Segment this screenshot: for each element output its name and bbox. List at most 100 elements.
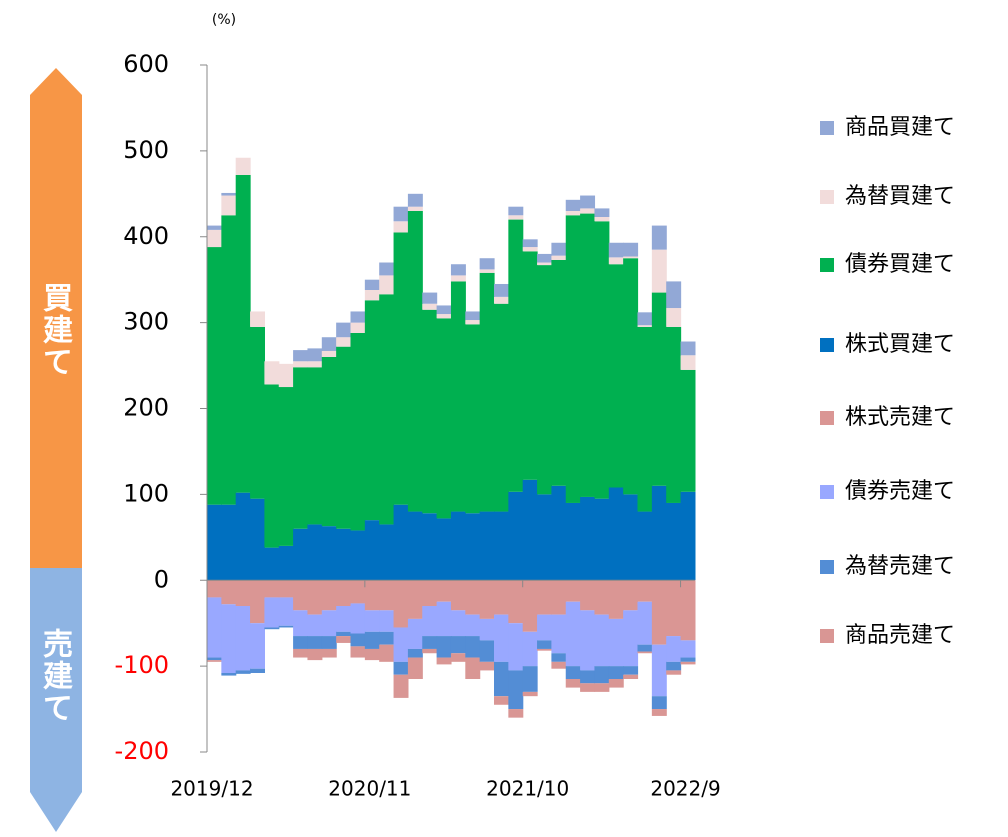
bar-segment [264,384,280,548]
bar-segment [680,661,696,665]
bar-segment [307,614,323,637]
bar-segment [235,606,251,671]
bar-segment [293,528,309,581]
bar-segment [436,318,452,519]
bar-segment [321,610,337,637]
bar-segment [594,216,610,222]
bar-segment [580,195,596,209]
bar-segment [350,332,366,531]
bar-segment [235,670,251,674]
bar-segment [651,696,667,710]
bar-segment [608,264,624,488]
bar-segment [407,511,423,581]
bar-segment [207,660,222,662]
bar-segment [235,580,251,607]
bar-segment [336,631,352,637]
x-tick-label: 2020/11 [328,777,411,801]
bar-segment [307,648,323,661]
bar-segment [465,324,481,514]
y-tick-label: -100 [115,651,169,679]
legend-label: 商品買建て [845,115,955,140]
bar-segment [221,504,237,581]
bar-segment [594,221,610,499]
legend-swatch [820,411,834,425]
bar-segment [666,326,682,503]
bar-segment [637,651,653,654]
bar-segment [608,666,624,680]
bar-segment [537,580,552,615]
bar-segment [637,601,653,645]
bar-segment [479,272,495,512]
bar-segment [465,636,481,658]
bar-segment [393,580,409,628]
bar-segment [651,292,667,486]
bar-segment [494,614,509,662]
bar-segment [623,256,639,259]
bar-segment [680,491,696,581]
bar-segment [494,303,509,512]
bar-segment [336,636,352,643]
bar-segment [422,292,438,304]
bar-segment [580,213,596,497]
bar-segment [465,513,481,581]
bar-segment [666,580,682,637]
legend-label: 債券売建て [845,479,955,504]
x-tick-label: 2021/10 [486,777,569,801]
bar-segment [479,511,495,581]
bar-segment [580,683,596,692]
bar-segment [508,215,524,220]
bar-segment [494,511,509,581]
bar-segment [479,618,495,641]
x-tick-label: 2019/12 [170,777,253,801]
bar-segment [565,601,581,667]
bar-segment [350,603,366,634]
bar-segment [379,631,395,645]
y-tick-label: 100 [123,479,169,507]
bar-segment [594,683,610,692]
bar-segment [422,636,438,649]
y-tick-label: 300 [123,308,169,336]
bar-segment [494,696,509,705]
bar-segment [293,580,309,611]
bar-segment [407,657,423,680]
bar-segment [321,350,337,357]
bar-segment [278,363,294,388]
bar-segment [264,580,280,598]
bar-segment [522,580,538,632]
bar-segment [264,627,280,630]
bar-segment [264,597,280,628]
bar-segment [450,653,466,662]
bar-segment [293,610,309,637]
bar-segment [364,279,380,290]
legend-swatch [820,629,834,643]
bar-segment [522,247,538,252]
bar-segment [364,300,380,521]
bar-segment [393,232,409,505]
bar-segment [436,636,452,658]
bar-segment [379,275,395,295]
bar-segment [637,580,653,602]
bar-segment [565,199,581,211]
bar-segment [494,661,509,697]
bar-segment [407,206,423,211]
x-tick-label: 2022/9 [650,777,720,801]
bar-segment [407,193,423,207]
bar-segment [580,580,596,611]
bar-segment [364,580,380,611]
legend-swatch [820,258,834,272]
bar-segment [680,369,696,492]
bar-segment [522,691,538,697]
bar-segment [393,504,409,581]
bar-segment [465,580,481,615]
bar-segment [393,206,409,222]
bar-segment [565,679,581,688]
legend-label: 為替買建て [845,184,955,209]
bar-segment [350,530,366,581]
bar-segment [537,265,552,495]
y-tick-label: 200 [123,394,169,422]
bar-segment [393,221,409,233]
bar-segment [407,618,423,649]
bar-segment [250,498,265,581]
bar-segment [494,580,509,615]
bar-segment [680,355,696,370]
